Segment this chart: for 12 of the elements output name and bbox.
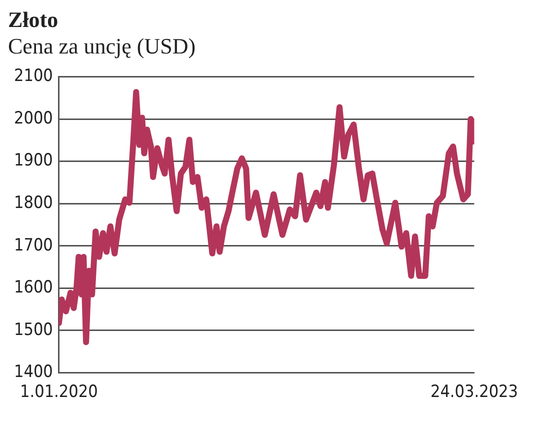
y-tick-label: 1800	[14, 192, 53, 213]
y-tick-label: 2100	[14, 66, 53, 86]
y-tick-label: 1400	[14, 362, 53, 382]
y-tick-label: 1900	[14, 150, 53, 171]
chart-subtitle: Cena za uncję (USD)	[8, 33, 196, 58]
y-tick-label: 1600	[14, 278, 53, 298]
y-tick-label: 1500	[14, 320, 53, 340]
y-tick-label: 1700	[14, 235, 53, 256]
x-tick-label: 24.03.2023	[430, 382, 518, 402]
x-tick-label: 1.01.2020	[20, 382, 98, 402]
chart-title: Złoto	[8, 6, 58, 32]
y-tick-label: 2000	[14, 108, 53, 128]
